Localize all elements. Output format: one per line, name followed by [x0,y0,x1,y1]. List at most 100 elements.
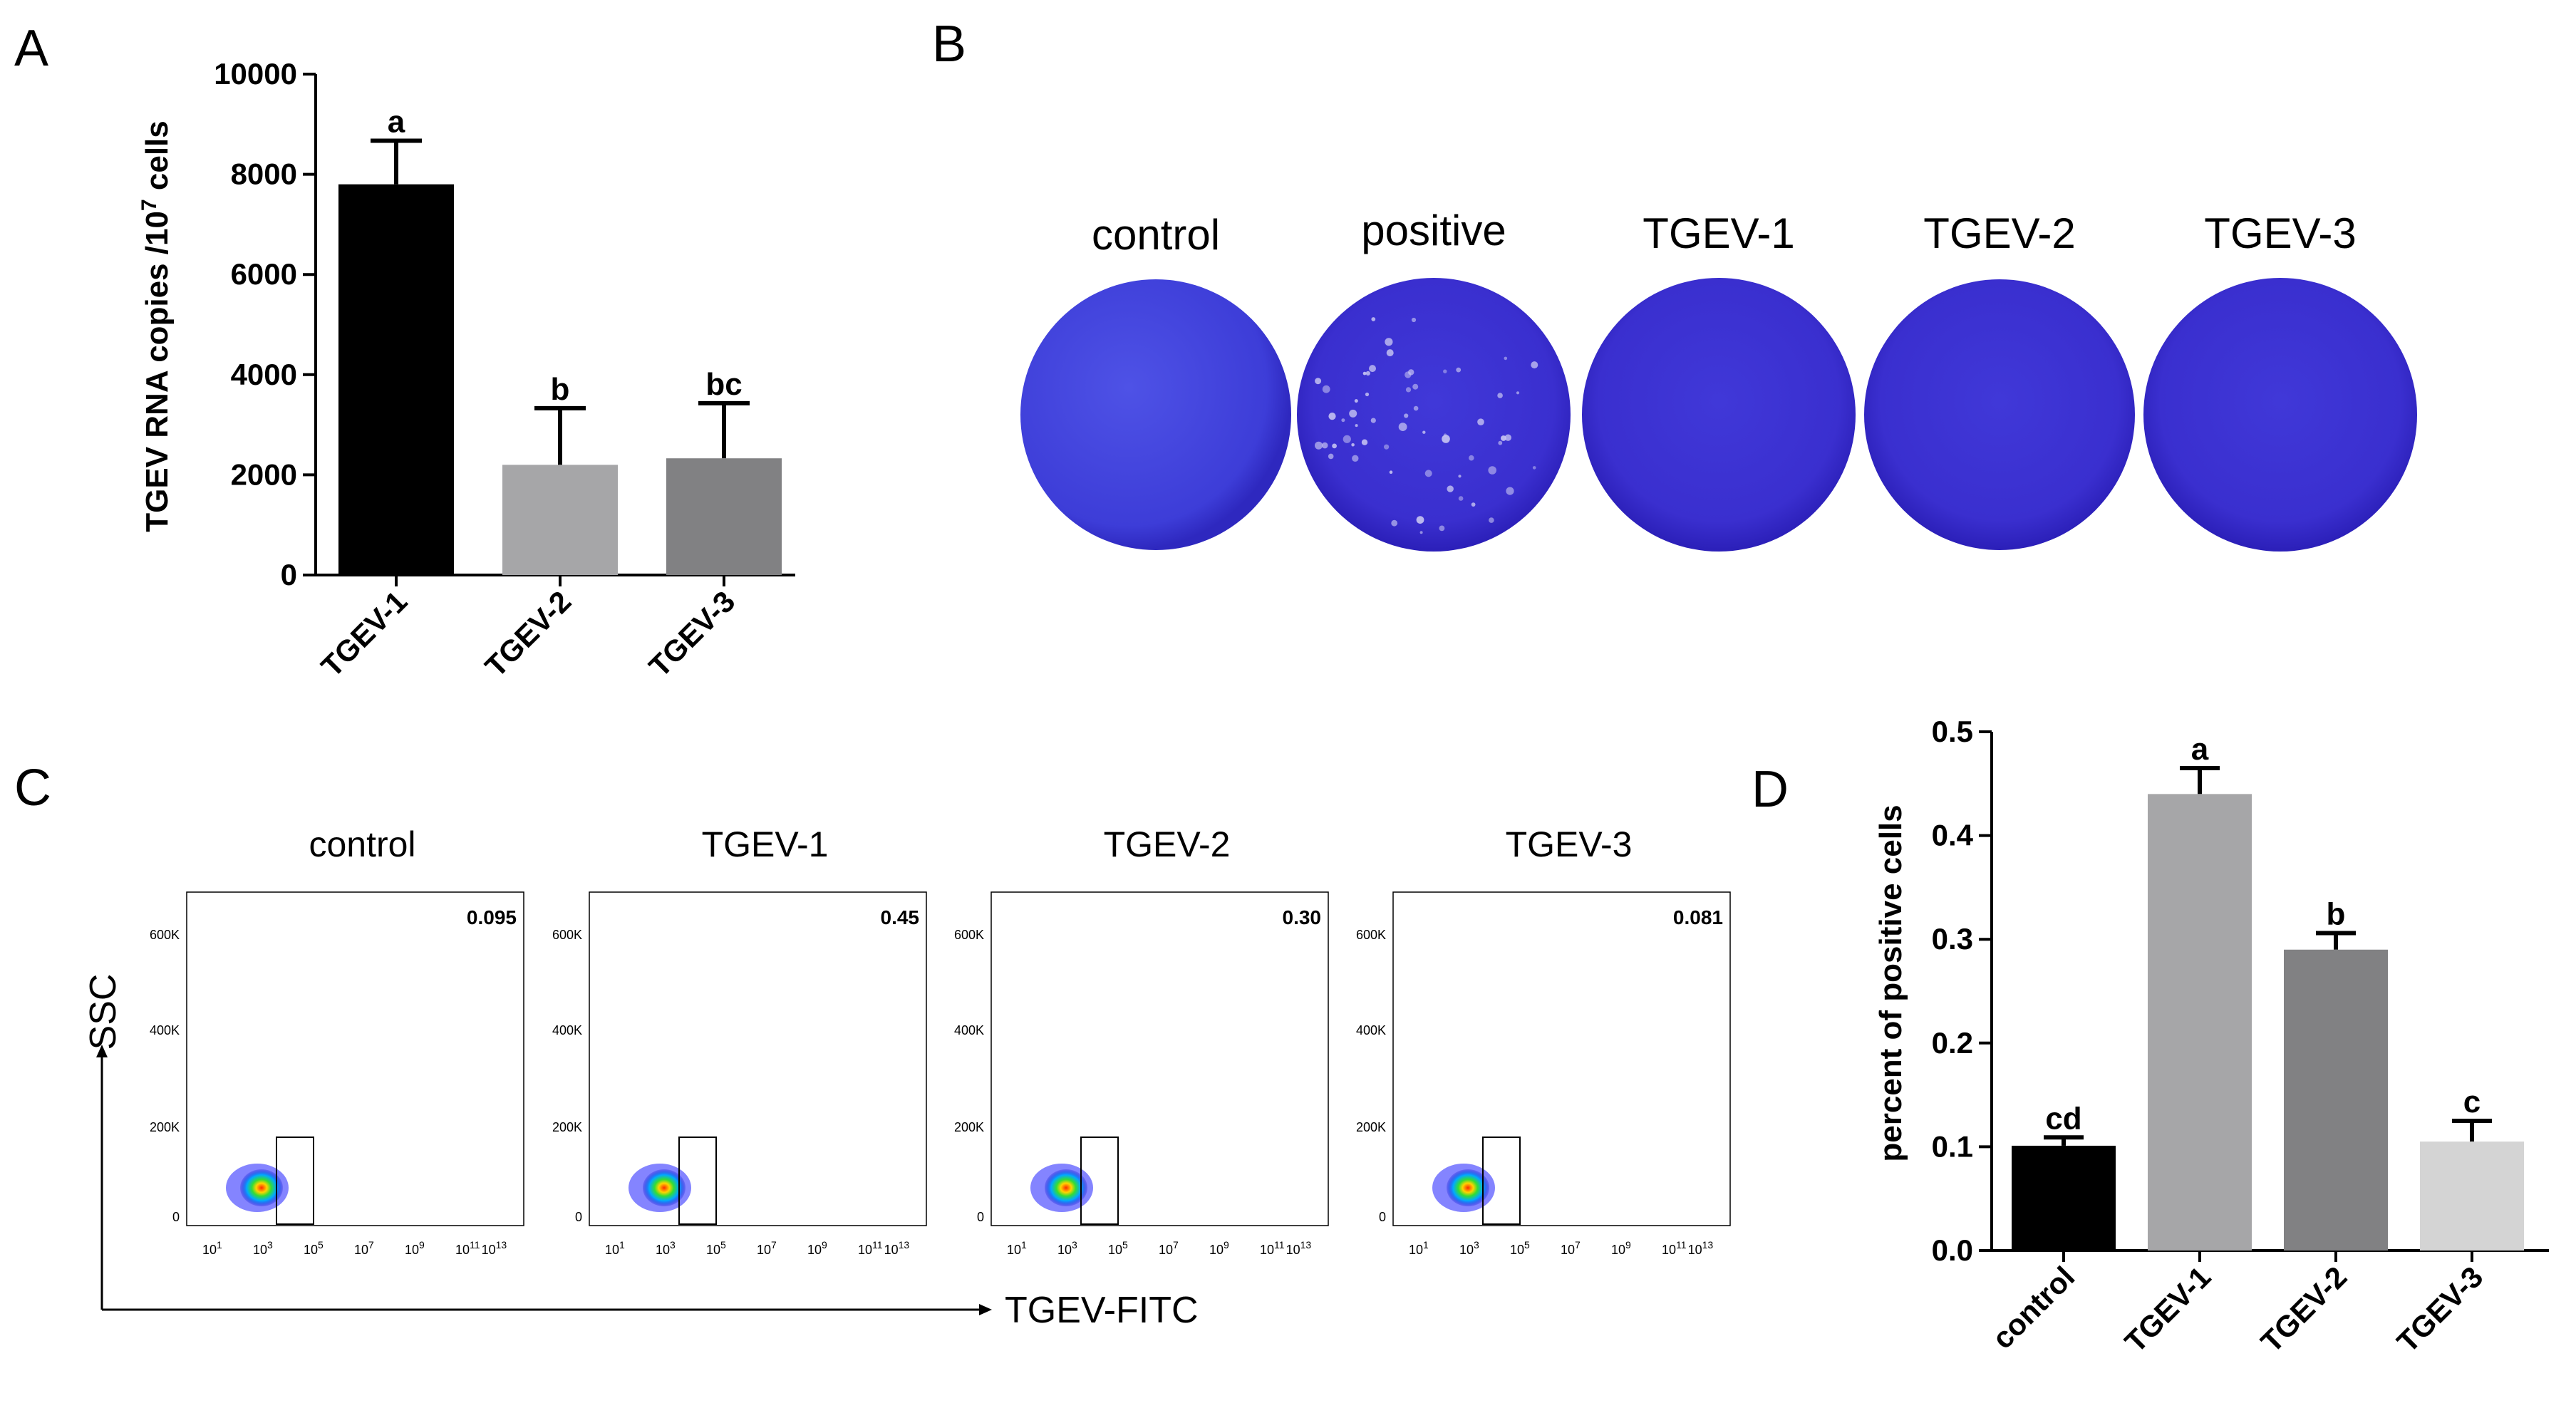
flow-xtick-control: 1011 1013 [455,1239,507,1257]
plaque-spot [1332,443,1337,449]
chart-d-ytick-label: 0.1 [1932,1129,1973,1163]
flow-ytick-tgev-1: 600K [552,928,582,942]
plate-label-control: control [1092,211,1220,259]
flow-xtick-control: 103 [253,1239,273,1257]
plaque-spot [1447,485,1454,492]
chart-d-ytick-label: 0.0 [1932,1233,1973,1267]
panel-letter-b: B [932,16,966,73]
flow-xtick-tgev-1: 1011 1013 [858,1239,909,1257]
flow-xtick-tgev-3: 109 [1611,1239,1631,1257]
flow-title-tgev-1: TGEV-1 [702,824,829,864]
plaque-spot [1361,439,1368,445]
flow-title-tgev-2: TGEV-2 [1104,824,1231,864]
plaque-spot [1328,453,1334,460]
plate-label-tgev-1: TGEV-1 [1643,209,1794,257]
plaque-spot [1458,475,1462,478]
flow-gate-tgev-3 [1482,1137,1521,1225]
plate-dish-control [1020,279,1291,550]
panel-letter-d: D [1752,761,1789,818]
plaque-spot [1389,470,1393,474]
flow-x-label: TGEV-FITC [1005,1290,1199,1331]
plaque-spot [1413,405,1419,411]
plaque-spot [1471,502,1476,507]
plaque-spot [1458,496,1464,501]
chart-d-bars: cd a b c [2012,732,2524,1251]
chart-d: percent of positive cells 0.0 0.1 0.2 0.3 0.… [1873,715,2549,1359]
plaque-spot [1506,487,1514,495]
plaque-spot [1405,387,1412,393]
plate-tgev-3: TGEV-3 [2143,209,2417,552]
chart-d-category-tgev-1: TGEV-1 [2118,1260,2217,1359]
chart-a-ytick-label: 2000 [231,457,297,491]
plate-dish-tgev-1 [1582,278,1856,552]
plaque-spot [1384,444,1390,450]
plaque-spot [1369,365,1376,373]
flow-gate-value-tgev-3: 0.081 [1673,906,1723,928]
plaque-spot [1351,443,1355,447]
flow-gate-tgev-2 [1080,1137,1119,1225]
plaque-spot [1343,435,1351,443]
chart-d-ytick-label: 0.3 [1932,922,1973,956]
flow-title-control: control [309,824,415,864]
plate-control: control [1020,211,1291,550]
flow-frame-control [186,891,524,1226]
flow-xtick-tgev-1: 101 [605,1239,625,1257]
chart-d-category-control: control [1985,1260,2081,1355]
plaque-spot [1365,392,1370,397]
plaque-spot [1391,519,1398,527]
plaque-spot [1439,525,1445,532]
plaque-spot [1419,531,1423,534]
plaque-spot [1365,371,1370,376]
flow-gate-tgev-1 [678,1137,717,1225]
plaque-spot [1341,418,1345,423]
plaque-spot [1443,433,1447,437]
chart-a-bar-tgev-1 [338,184,454,575]
flow-gate-control [276,1137,314,1225]
plaque-spot [1477,418,1484,425]
plaque-spot [1443,369,1447,373]
flow-ytick-tgev-2: 600K [954,928,984,942]
chart-a-ylabel: TGEV RNA copies /107 cells [138,120,175,532]
chart-d-letter-tgev-1: a [2191,732,2209,767]
flow-ytick-tgev-3: 200K [1356,1120,1386,1134]
plaque-spot [1352,455,1359,462]
plaque-spot [1442,435,1450,443]
plaque-spot [1488,466,1496,475]
plaque-spot [1405,371,1412,378]
chart-a-ytick-label: 10000 [214,57,297,90]
chart-a-letter-tgev-2: b [551,372,570,407]
flow-ytick-tgev-2: 200K [954,1120,984,1134]
chart-a-category-tgev-3: TGEV-3 [642,584,741,683]
plaque-plates: control positive TGEV-1 TGEV-2 TGEV-3 [1020,207,2417,552]
chart-a-bar-tgev-3 [666,458,782,575]
flow-ytick-tgev-3: 0 [1379,1210,1386,1224]
flow-xtick-tgev-3: 101 [1409,1239,1429,1257]
plaque-spot [1531,361,1538,369]
flow-xtick-tgev-2: 105 [1108,1239,1128,1257]
plate-label-tgev-3: TGEV-3 [2204,209,2356,257]
flow-xtick-control: 107 [354,1239,374,1257]
flow-population-core-control [240,1169,283,1206]
plaque-spot [1422,430,1426,434]
chart-a-ytick-label: 8000 [231,157,297,191]
plaque-spot [1385,338,1393,346]
chart-d-bar-tgev-3 [2420,1141,2524,1251]
plaque-spot [1328,413,1336,420]
flow-xtick-tgev-3: 1011 1013 [1662,1239,1713,1257]
plaque-spot [1504,434,1511,441]
flow-population-core-tgev-3 [1447,1169,1489,1206]
flow-ytick-control: 400K [150,1023,180,1037]
flow-plots: control 0.095 600K 400K 200K 0 101 103 105 107 109… [150,824,1731,1257]
chart-a-letter-tgev-1: a [388,104,405,139]
plaque-spot [1355,424,1358,428]
plaque-spot [1349,409,1357,418]
chart-d-letter-tgev-2: b [2327,896,2346,931]
flow-xtick-tgev-1: 109 [807,1239,827,1257]
plaque-spot [1489,517,1494,523]
flow-frame-tgev-1 [589,891,927,1226]
flow-ytick-control: 0 [172,1210,180,1224]
flow-ytick-tgev-1: 400K [552,1023,582,1037]
flow-xtick-control: 105 [304,1239,324,1257]
flow-ytick-tgev-2: 0 [977,1210,984,1224]
